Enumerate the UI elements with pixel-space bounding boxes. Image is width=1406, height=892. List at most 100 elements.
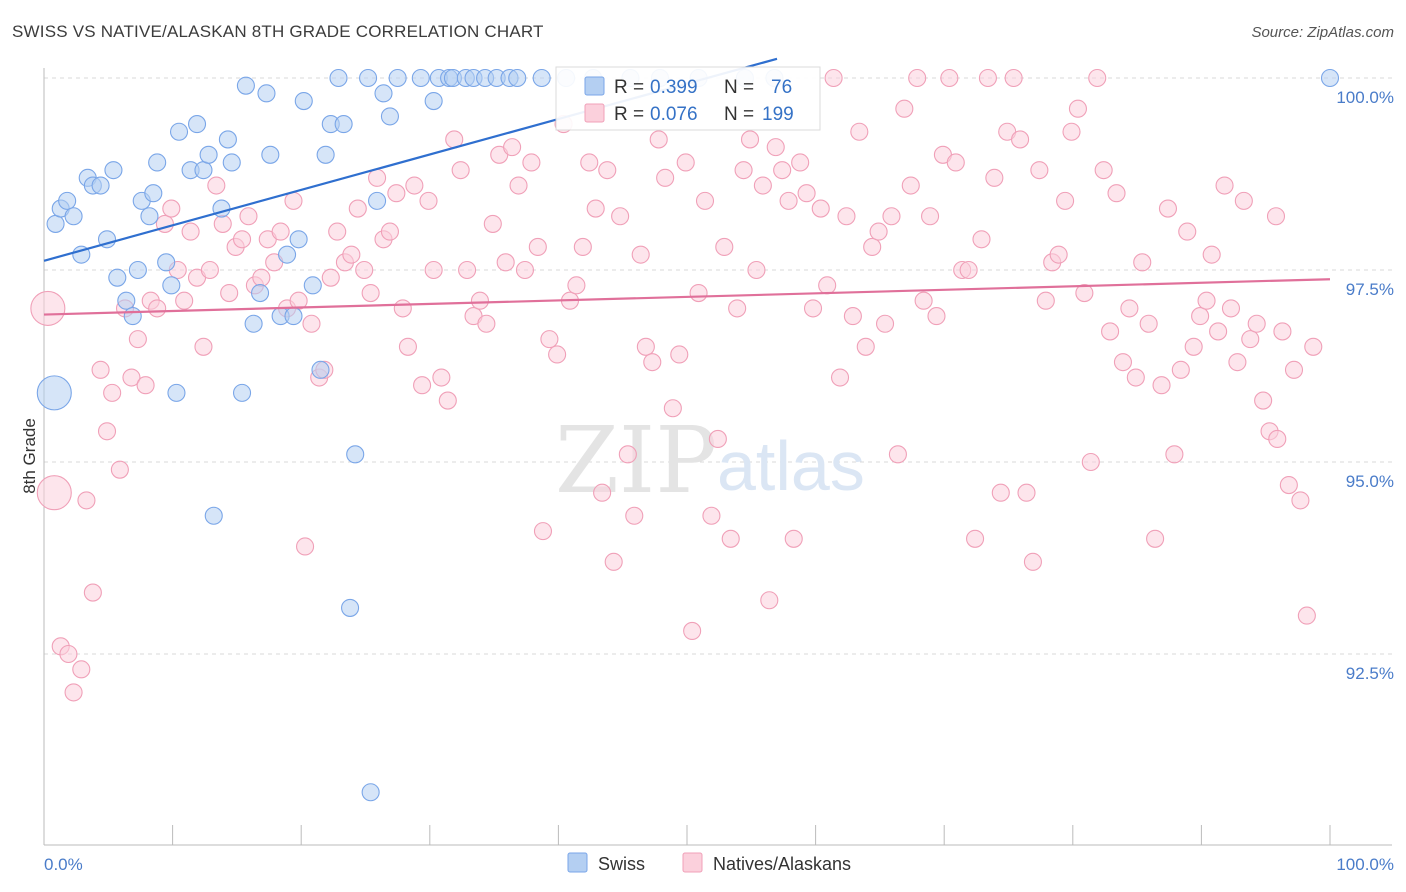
swiss-point — [187, 115, 207, 134]
natives-point — [1304, 337, 1323, 356]
natives-point — [631, 245, 650, 264]
natives-point — [721, 529, 740, 548]
natives-point — [232, 230, 252, 249]
natives-point — [252, 268, 271, 287]
natives-point — [593, 483, 612, 502]
natives-point — [972, 230, 991, 249]
natives-point — [1004, 68, 1023, 88]
natives-point — [740, 130, 760, 149]
y-tick-label: 92.5% — [1346, 664, 1394, 683]
natives-point — [528, 237, 547, 257]
natives-point — [194, 337, 213, 356]
natives-point — [503, 138, 522, 157]
swiss-point — [329, 68, 348, 88]
natives-point — [656, 168, 675, 187]
chart-title: SWISS VS NATIVE/ALASKAN 8TH GRADE CORREL… — [12, 22, 544, 41]
swiss-point — [334, 115, 353, 134]
natives-point — [405, 176, 424, 195]
natives-point — [843, 307, 862, 326]
natives-point — [83, 583, 102, 602]
legend-swiss-label: Swiss — [598, 854, 645, 874]
swiss-point — [341, 598, 360, 617]
y-tick-label: 97.5% — [1346, 280, 1394, 299]
swiss-point — [380, 107, 399, 126]
natives-point — [901, 176, 920, 195]
natives-point — [1075, 283, 1094, 303]
natives-point — [946, 153, 965, 172]
natives-point — [36, 475, 72, 511]
natives-point — [1197, 291, 1216, 310]
natives-point — [663, 399, 682, 418]
natives-point — [1094, 161, 1113, 180]
watermark-zip: ZIP — [555, 407, 717, 514]
natives-point — [424, 260, 443, 280]
natives-n-value: 199 — [762, 104, 794, 125]
natives-point — [895, 99, 914, 118]
natives-point — [966, 529, 985, 548]
natives-point — [103, 383, 122, 402]
natives-point — [773, 161, 792, 180]
x-tick-label-min: 0.0% — [44, 855, 83, 874]
swiss-n-value: 76 — [771, 77, 792, 98]
source-label: Source: ZipAtlas.com — [1251, 24, 1394, 41]
natives-point — [1056, 191, 1075, 210]
series-legend: Swiss Natives/Alaskans — [567, 852, 851, 874]
natives-point — [811, 199, 830, 218]
natives-point — [1209, 322, 1228, 341]
natives-point — [368, 168, 387, 187]
natives-point — [419, 191, 438, 210]
swiss-point — [311, 360, 330, 379]
natives-point — [1062, 122, 1081, 141]
natives-point — [91, 360, 110, 379]
swiss-point — [359, 68, 378, 88]
natives-point — [148, 299, 167, 318]
swiss-point — [346, 445, 365, 464]
natives-point — [818, 276, 837, 295]
natives-point — [1158, 199, 1178, 218]
swiss-point — [128, 260, 147, 280]
natives-point — [643, 353, 662, 372]
natives-point — [850, 122, 869, 141]
natives-r-label: R = — [614, 104, 644, 125]
natives-trend-line — [43, 278, 1331, 316]
natives-point — [985, 168, 1004, 187]
swiss-swatch — [584, 76, 605, 96]
natives-point — [1241, 330, 1260, 349]
natives-point — [1191, 307, 1210, 326]
natives-point — [708, 429, 727, 449]
natives-point — [1120, 299, 1139, 318]
natives-swatch — [584, 103, 605, 123]
swiss-point — [64, 207, 83, 226]
natives-point — [296, 537, 315, 556]
natives-point — [683, 621, 702, 641]
natives-point — [676, 153, 695, 172]
swiss-point — [361, 783, 380, 802]
swiss-point — [123, 307, 142, 326]
swiss-point — [199, 145, 218, 164]
natives-point — [914, 291, 933, 310]
natives-point — [784, 529, 803, 548]
natives-point — [413, 376, 432, 395]
natives-point — [432, 368, 451, 387]
swiss-point — [104, 161, 123, 180]
natives-point — [1171, 360, 1190, 379]
natives-point — [1165, 445, 1184, 464]
natives-point — [766, 138, 785, 157]
swiss-point — [244, 314, 263, 333]
natives-point — [882, 207, 901, 226]
natives-point — [604, 552, 623, 571]
natives-point — [791, 153, 810, 172]
natives-point — [856, 337, 875, 356]
swiss-point — [162, 276, 181, 295]
swiss-point — [194, 161, 213, 180]
natives-point — [618, 445, 637, 464]
swiss-point — [222, 153, 241, 172]
natives-point — [1273, 322, 1292, 341]
natives-point — [1228, 353, 1247, 372]
swiss-point — [257, 84, 276, 103]
natives-point — [1152, 376, 1171, 395]
natives-point — [398, 337, 417, 356]
swiss-point — [108, 268, 127, 287]
natives-point — [1221, 299, 1241, 318]
